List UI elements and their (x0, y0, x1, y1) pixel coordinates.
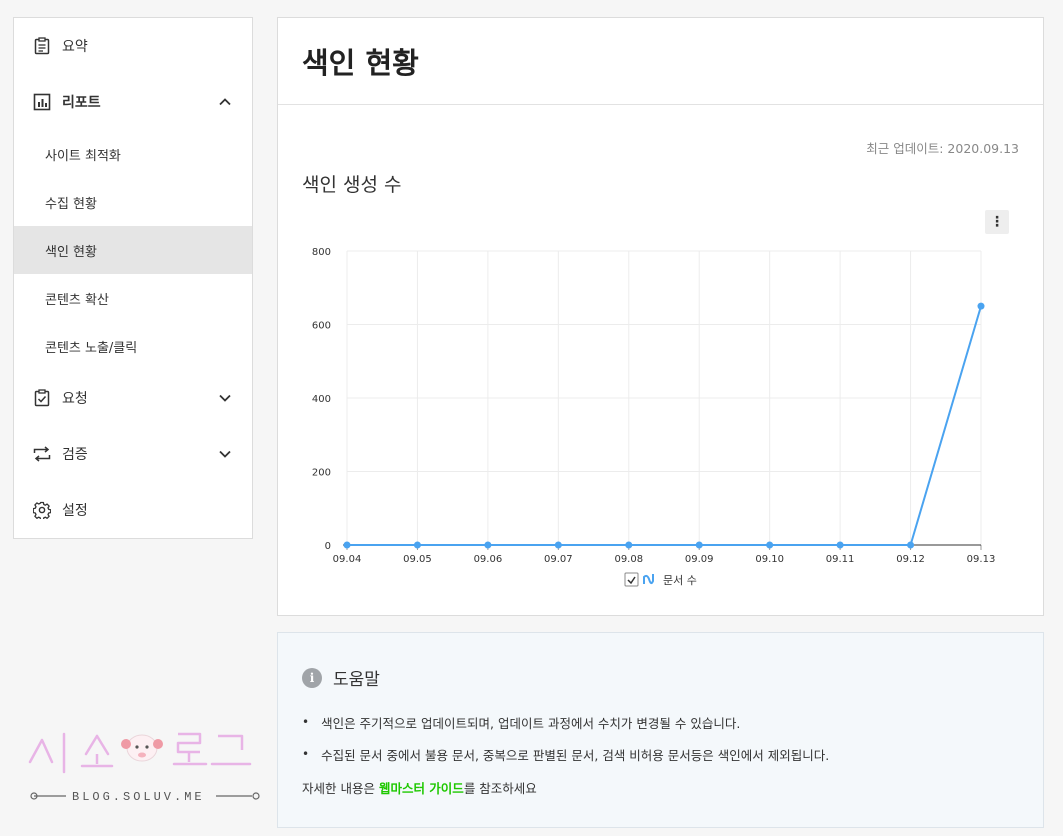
clipboard-check-icon (33, 389, 51, 407)
legend-check-icon (627, 576, 636, 585)
chevron-up-icon (218, 95, 232, 109)
x-tick-label: 09.09 (685, 554, 714, 565)
data-point (625, 541, 633, 549)
page-title: 색인 현황 (278, 18, 1043, 105)
list-item: • 수집된 문서 중에서 불용 문서, 중복으로 판별된 문서, 검색 비허용 문… (302, 738, 829, 770)
series-line (347, 305, 982, 546)
data-point (766, 541, 774, 549)
watermark-logo: BLOG.SOLUV.ME (20, 720, 260, 820)
sidebar-item-label: 설정 (62, 503, 88, 519)
data-point (413, 541, 421, 549)
legend-line-icon (643, 574, 654, 585)
x-tick-label: 09.08 (614, 554, 643, 565)
index-count-chart: 0 200 400 600 800 09.04 09.05 09.06 09.07 09.08 09… (312, 247, 996, 587)
data-point (836, 541, 844, 549)
x-tick-label: 09.11 (826, 554, 855, 565)
data-point (695, 541, 703, 549)
help-bullet-text: 수집된 문서 중에서 불용 문서, 중복으로 판별된 문서, 검색 비허용 문서… (321, 747, 830, 763)
chevron-down-icon (218, 391, 232, 405)
sidebar-item-report[interactable]: 리포트 (14, 74, 252, 130)
data-point (907, 541, 915, 549)
help-footer-suffix: 를 참조하세요 (463, 781, 537, 796)
y-tick-label: 0 (325, 541, 331, 552)
sidebar-item-label: 요청 (62, 391, 88, 407)
index-status-card: 색인 현황 최근 업데이트: 2020.09.13 색인 생성 수 ⋮ 0 200… (277, 17, 1044, 616)
last-update-text: 최근 업데이트: 2020.09.13 (866, 141, 1019, 156)
clipboard-icon (33, 37, 51, 55)
list-item: • 색인은 주기적으로 업데이트되며, 업데이트 과정에서 수치가 변경될 수 있… (302, 706, 829, 738)
x-tick-label: 09.07 (544, 554, 573, 565)
x-tick-label: 09.12 (896, 554, 925, 565)
help-footer-prefix: 자세한 내용은 (302, 781, 379, 796)
sidebar-item-index-status[interactable]: 색인 현황 (14, 226, 252, 274)
swap-arrows-icon (33, 445, 51, 463)
sidebar-item-crawl-status[interactable]: 수집 현황 (45, 196, 97, 212)
sidebar: 요약 리포트 사이트 최적화 수집 현황 색인 현황 콘텐츠 확산 콘텐츠 노출… (13, 17, 253, 539)
data-point (977, 302, 985, 310)
sidebar-item-site-optimization[interactable]: 사이트 최적화 (45, 148, 121, 164)
help-footer: 자세한 내용은 웹마스터 가이드를 참조하세요 (302, 778, 537, 797)
help-title: 도움말 (333, 670, 380, 690)
help-list: • 색인은 주기적으로 업데이트되며, 업데이트 과정에서 수치가 변경될 수 있… (302, 706, 829, 770)
help-bullet-text: 색인은 주기적으로 업데이트되며, 업데이트 과정에서 수치가 변경될 수 있습… (321, 715, 741, 731)
x-tick-label: 09.10 (755, 554, 784, 565)
data-point (554, 541, 562, 549)
data-point (484, 541, 492, 549)
legend-label: 문서 수 (663, 574, 697, 587)
info-icon: i (302, 667, 322, 688)
y-tick-label: 200 (312, 468, 331, 479)
svg-text:BLOG.SOLUV.ME: BLOG.SOLUV.ME (72, 790, 205, 804)
sidebar-item-content-spread[interactable]: 콘텐츠 확산 (45, 292, 109, 308)
legend-checkbox (624, 572, 639, 587)
sidebar-item-request[interactable]: 요청 (14, 370, 252, 426)
data-point (343, 541, 351, 549)
sidebar-item-label: 리포트 (62, 95, 101, 111)
sidebar-item-verify[interactable]: 검증 (14, 426, 252, 482)
x-tick-label: 09.06 (474, 554, 503, 565)
bar-chart-icon (33, 93, 51, 111)
sidebar-item-label: 검증 (62, 447, 88, 463)
sidebar-item-settings[interactable]: 설정 (14, 482, 252, 538)
y-tick-label: 400 (312, 394, 331, 405)
sidebar-item-label: 요약 (62, 39, 88, 55)
y-tick-label: 800 (312, 247, 331, 258)
sidebar-item-summary[interactable]: 요약 (14, 18, 252, 74)
help-header: i 도움말 (302, 665, 380, 690)
y-tick-label: 600 (312, 321, 331, 332)
x-tick-label: 09.13 (967, 554, 996, 565)
webmaster-guide-link[interactable]: 웹마스터 가이드 (378, 781, 464, 796)
x-tick-label: 09.04 (333, 554, 362, 565)
sidebar-item-content-exposure[interactable]: 콘텐츠 노출/클릭 (45, 340, 138, 356)
chevron-down-icon (218, 447, 232, 461)
chart-title: 색인 생성 수 (302, 174, 402, 196)
gear-icon (33, 501, 51, 519)
help-box: i 도움말 • 색인은 주기적으로 업데이트되며, 업데이트 과정에서 수치가 변… (277, 632, 1044, 828)
x-tick-label: 09.05 (403, 554, 432, 565)
chart-more-button[interactable]: ⋮ (985, 210, 1009, 234)
